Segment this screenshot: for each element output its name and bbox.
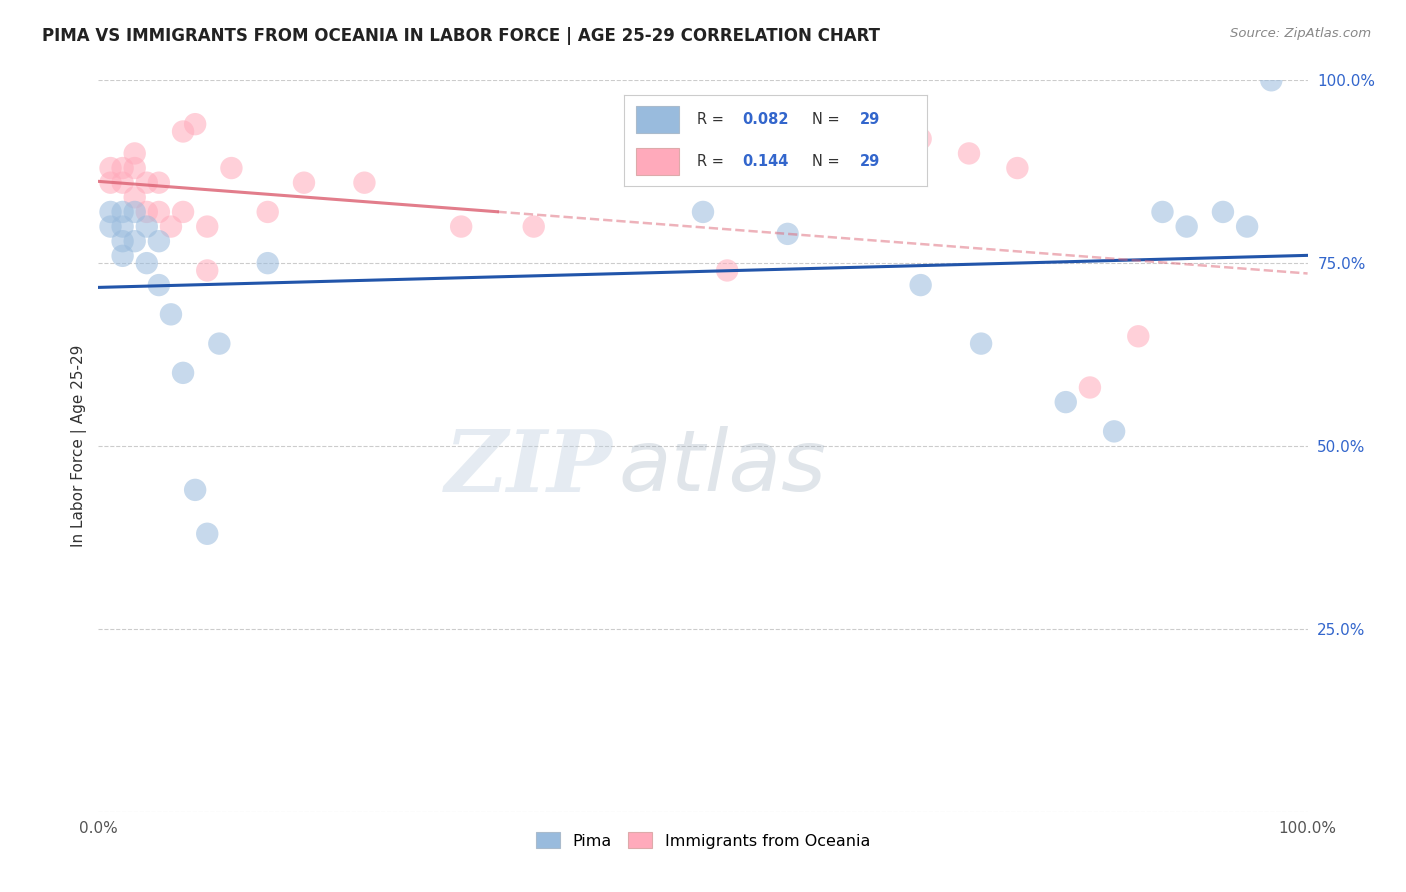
Point	[195, 263, 218, 277]
Point	[111, 234, 134, 248]
Point	[910, 278, 932, 293]
Point	[957, 146, 980, 161]
Point	[111, 205, 134, 219]
Point	[292, 176, 315, 190]
Point	[135, 256, 157, 270]
Point	[184, 483, 207, 497]
Point	[148, 176, 170, 190]
Point	[353, 176, 375, 190]
Point	[1152, 205, 1174, 219]
Point	[111, 249, 134, 263]
Text: ZIP: ZIP	[444, 426, 613, 509]
Point	[221, 161, 243, 175]
Point	[100, 176, 122, 190]
Point	[1128, 329, 1150, 343]
Point	[1102, 425, 1125, 439]
Point	[135, 205, 157, 219]
Point	[100, 161, 122, 175]
Point	[1212, 205, 1234, 219]
Point	[716, 263, 738, 277]
Point	[776, 227, 799, 241]
Point	[692, 205, 714, 219]
Point	[111, 161, 134, 175]
Text: PIMA VS IMMIGRANTS FROM OCEANIA IN LABOR FORCE | AGE 25-29 CORRELATION CHART: PIMA VS IMMIGRANTS FROM OCEANIA IN LABOR…	[42, 27, 880, 45]
Point	[970, 336, 993, 351]
Point	[1078, 380, 1101, 394]
Point	[523, 219, 546, 234]
Point	[1007, 161, 1029, 175]
Point	[148, 234, 170, 248]
Point	[910, 132, 932, 146]
Point	[111, 219, 134, 234]
Point	[124, 146, 146, 161]
Text: Source: ZipAtlas.com: Source: ZipAtlas.com	[1230, 27, 1371, 40]
Point	[195, 219, 218, 234]
Point	[195, 526, 218, 541]
Point	[256, 256, 278, 270]
Point	[135, 219, 157, 234]
Point	[208, 336, 231, 351]
Point	[184, 117, 207, 131]
Point	[124, 234, 146, 248]
Point	[1054, 395, 1077, 409]
Point	[124, 161, 146, 175]
Point	[172, 366, 194, 380]
Text: atlas: atlas	[619, 426, 827, 509]
Point	[148, 205, 170, 219]
Point	[1175, 219, 1198, 234]
Y-axis label: In Labor Force | Age 25-29: In Labor Force | Age 25-29	[72, 345, 87, 547]
Point	[124, 205, 146, 219]
Point	[172, 205, 194, 219]
Point	[1260, 73, 1282, 87]
Point	[148, 278, 170, 293]
Point	[450, 219, 472, 234]
Point	[160, 219, 183, 234]
Point	[111, 176, 134, 190]
Point	[256, 205, 278, 219]
Point	[124, 190, 146, 204]
Point	[160, 307, 183, 321]
Point	[135, 176, 157, 190]
Point	[100, 219, 122, 234]
Point	[1236, 219, 1258, 234]
Point	[172, 124, 194, 138]
Point	[100, 205, 122, 219]
Legend: Pima, Immigrants from Oceania: Pima, Immigrants from Oceania	[530, 826, 876, 855]
